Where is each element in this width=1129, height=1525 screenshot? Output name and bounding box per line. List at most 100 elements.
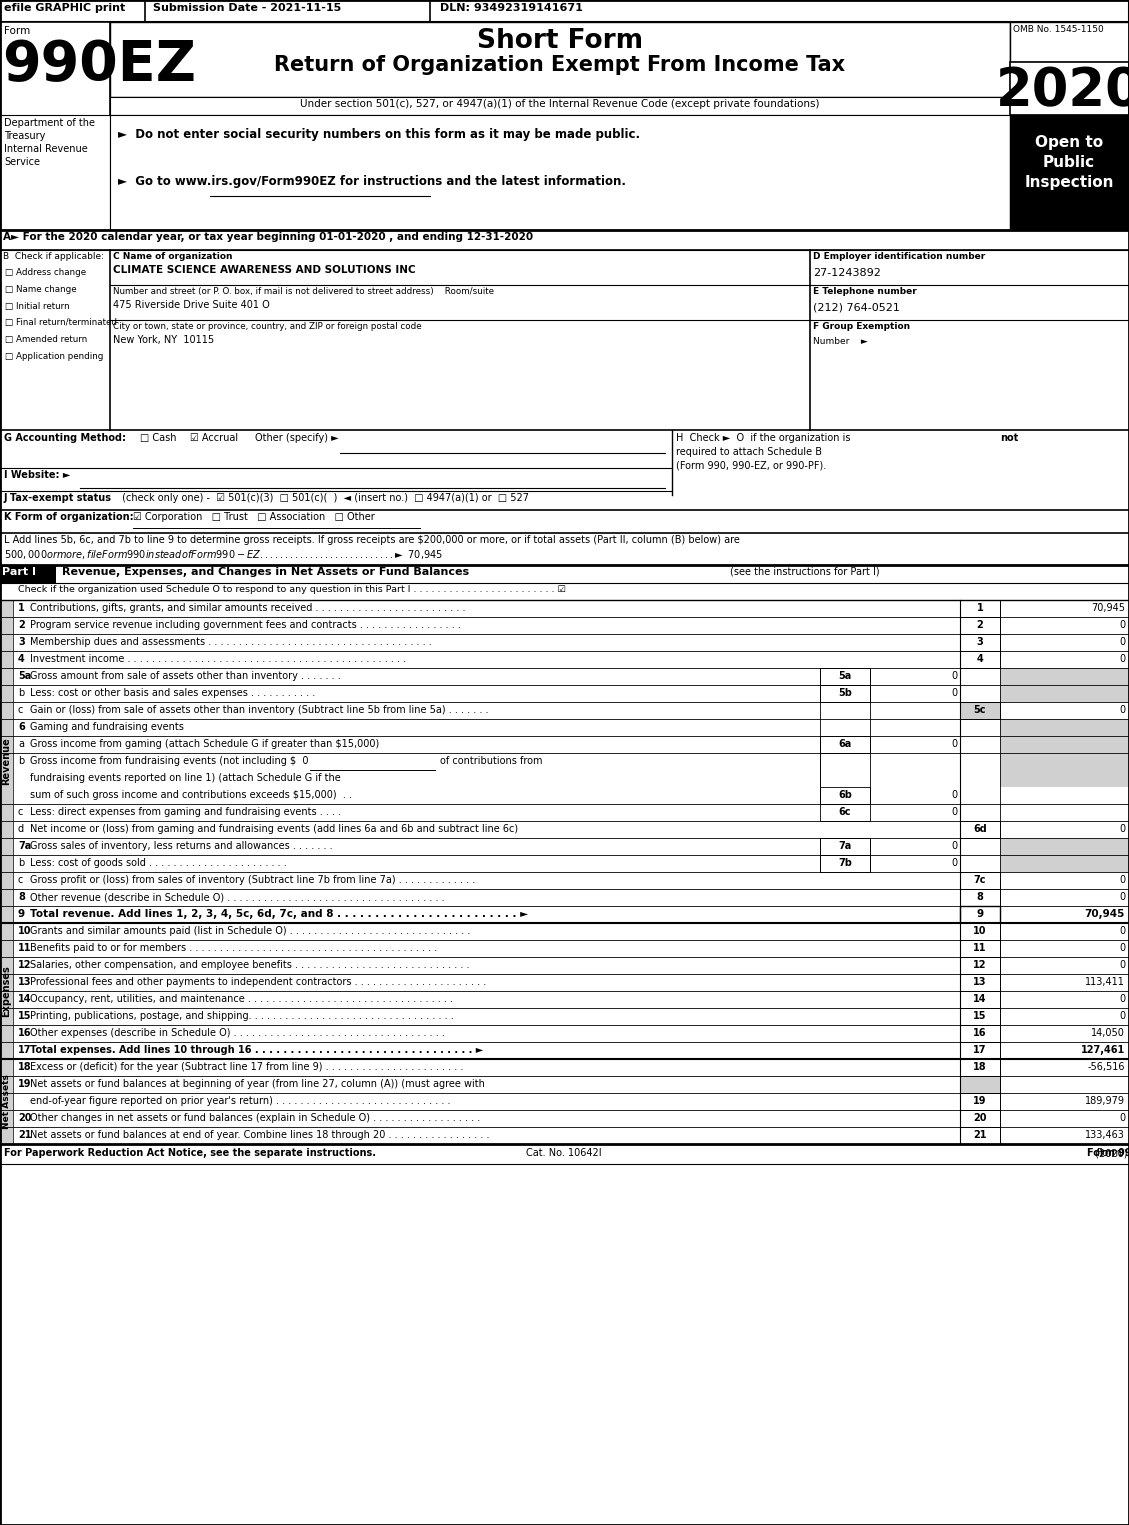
Text: Number and street (or P. O. box, if mail is not delivered to street address)    : Number and street (or P. O. box, if mail…	[113, 287, 495, 296]
Text: 10: 10	[18, 926, 32, 936]
Text: J Tax-exempt status: J Tax-exempt status	[5, 493, 112, 503]
Bar	[960, 958, 1000, 974]
Text: of contributions from: of contributions from	[440, 756, 543, 766]
Text: Gross profit or (loss) from sales of inventory (Subtract line 7b from line 7a) .: Gross profit or (loss) from sales of inv…	[30, 875, 475, 884]
Text: 7a: 7a	[839, 840, 851, 851]
Text: Check if the organization used Schedule O to respond to any question in this Par: Check if the organization used Schedule …	[18, 586, 566, 595]
Text: Internal Revenue: Internal Revenue	[5, 143, 88, 154]
Bar	[0, 599, 14, 923]
Bar	[820, 804, 870, 820]
Text: 6c: 6c	[839, 807, 851, 817]
Text: Form: Form	[5, 26, 30, 37]
Bar	[960, 1110, 1000, 1127]
Text: 2020: 2020	[996, 66, 1129, 117]
Text: (check only one) -  ☑ 501(c)(3)  □ 501(c)(  )  ◄ (insert no.)  □ 4947(a)(1) or  : (check only one) - ☑ 501(c)(3) □ 501(c)(…	[119, 493, 530, 503]
Text: 5a: 5a	[18, 671, 32, 682]
Text: ☑ Corporation   □ Trust   □ Association   □ Other: ☑ Corporation □ Trust □ Association □ Ot…	[133, 512, 375, 522]
Text: 14,050: 14,050	[1091, 1028, 1124, 1039]
Bar	[1000, 668, 1129, 702]
Bar	[960, 820, 1000, 839]
Bar	[960, 1077, 1000, 1093]
Text: 127,461: 127,461	[1080, 1045, 1124, 1055]
Bar	[960, 651, 1000, 668]
Text: Investment income . . . . . . . . . . . . . . . . . . . . . . . . . . . . . . . : Investment income . . . . . . . . . . . …	[30, 654, 406, 663]
Text: 2: 2	[18, 621, 25, 630]
Text: 14: 14	[18, 994, 32, 1003]
Text: CLIMATE SCIENCE AWARENESS AND SOLUTIONS INC: CLIMATE SCIENCE AWARENESS AND SOLUTIONS …	[113, 265, 415, 274]
Text: 8: 8	[977, 892, 983, 901]
Bar	[820, 856, 870, 872]
Text: c: c	[18, 807, 24, 817]
Bar	[960, 872, 1000, 889]
Text: 0: 0	[1119, 961, 1124, 970]
Text: ►  Go to www.irs.gov/Form990EZ for instructions and the latest information.: ► Go to www.irs.gov/Form990EZ for instru…	[119, 175, 625, 188]
Text: 0: 0	[1119, 926, 1124, 936]
Text: Gain or (loss) from sale of assets other than inventory (Subtract line 5b from l: Gain or (loss) from sale of assets other…	[30, 705, 489, 715]
Text: 17: 17	[18, 1045, 32, 1055]
Text: New York, NY  10115: New York, NY 10115	[113, 336, 215, 345]
Text: Other (specify) ►: Other (specify) ►	[255, 433, 339, 442]
Text: 189,979: 189,979	[1085, 1096, 1124, 1106]
Text: 0: 0	[1119, 942, 1124, 953]
Text: 7b: 7b	[838, 859, 852, 868]
Bar	[1000, 737, 1129, 753]
Text: Number    ►: Number ►	[813, 337, 868, 346]
Text: Excess or (deficit) for the year (Subtract line 17 from line 9) . . . . . . . . : Excess or (deficit) for the year (Subtra…	[30, 1061, 463, 1072]
Text: 6b: 6b	[838, 790, 852, 801]
Text: 0: 0	[951, 688, 957, 698]
Text: ☑ Accrual: ☑ Accrual	[190, 433, 238, 442]
Text: Less: cost of goods sold . . . . . . . . . . . . . . . . . . . . . . .: Less: cost of goods sold . . . . . . . .…	[30, 859, 287, 868]
Text: b: b	[18, 756, 24, 766]
Text: 5a: 5a	[839, 671, 851, 682]
Text: Gross sales of inventory, less returns and allowances . . . . . . .: Gross sales of inventory, less returns a…	[30, 840, 333, 851]
Bar	[0, 21, 110, 192]
Text: 12: 12	[973, 961, 987, 970]
Text: ►  Do not enter social security numbers on this form as it may be made public.: ► Do not enter social security numbers o…	[119, 128, 640, 140]
Bar	[960, 702, 1000, 718]
Bar	[960, 634, 1000, 651]
Text: 0: 0	[1119, 637, 1124, 647]
Text: 0: 0	[1119, 1011, 1124, 1022]
Text: 70,945: 70,945	[1091, 602, 1124, 613]
Text: 9: 9	[18, 909, 25, 920]
Text: 11: 11	[18, 942, 32, 953]
Text: 5b: 5b	[838, 688, 852, 698]
Text: 3: 3	[18, 637, 25, 647]
Bar	[1010, 114, 1129, 230]
Text: efile GRAPHIC print: efile GRAPHIC print	[5, 3, 125, 14]
Text: 19: 19	[973, 1096, 987, 1106]
Text: Public: Public	[1043, 156, 1095, 169]
Text: Professional fees and other payments to independent contractors . . . . . . . . : Professional fees and other payments to …	[30, 978, 487, 987]
Text: 1: 1	[18, 602, 25, 613]
Text: B  Check if applicable:: B Check if applicable:	[3, 252, 104, 261]
Text: Contributions, gifts, grants, and similar amounts received . . . . . . . . . . .: Contributions, gifts, grants, and simila…	[30, 602, 465, 613]
Text: I Website: ►: I Website: ►	[5, 470, 70, 480]
Text: For Paperwork Reduction Act Notice, see the separate instructions.: For Paperwork Reduction Act Notice, see …	[5, 1148, 376, 1157]
Bar	[960, 1127, 1000, 1144]
Text: □ Cash: □ Cash	[140, 433, 176, 442]
Text: Net Assets: Net Assets	[2, 1074, 11, 1128]
Text: Occupancy, rent, utilities, and maintenance . . . . . . . . . . . . . . . . . . : Occupancy, rent, utilities, and maintena…	[30, 994, 453, 1003]
Bar	[960, 939, 1000, 958]
Text: Grants and similar amounts paid (list in Schedule O) . . . . . . . . . . . . . .: Grants and similar amounts paid (list in…	[30, 926, 471, 936]
Bar	[110, 114, 1010, 230]
Text: 7a: 7a	[18, 840, 32, 851]
Text: 0: 0	[1119, 621, 1124, 630]
Text: 0: 0	[951, 840, 957, 851]
Bar	[960, 618, 1000, 634]
Text: Gross income from gaming (attach Schedule G if greater than $15,000): Gross income from gaming (attach Schedul…	[30, 740, 379, 749]
Bar	[820, 668, 870, 685]
Text: □ Application pending: □ Application pending	[5, 352, 104, 361]
Text: a: a	[18, 740, 24, 749]
Text: 1: 1	[977, 602, 983, 613]
Text: 20: 20	[973, 1113, 987, 1122]
Text: 475 Riverside Drive Suite 401 O: 475 Riverside Drive Suite 401 O	[113, 300, 270, 310]
Bar	[0, 564, 56, 583]
Text: Printing, publications, postage, and shipping. . . . . . . . . . . . . . . . . .: Printing, publications, postage, and shi…	[30, 1011, 454, 1022]
Text: Under section 501(c), 527, or 4947(a)(1) of the Internal Revenue Code (except pr: Under section 501(c), 527, or 4947(a)(1)…	[300, 99, 820, 108]
Text: Open to: Open to	[1035, 136, 1103, 149]
Text: 113,411: 113,411	[1085, 978, 1124, 987]
Text: F Group Exemption: F Group Exemption	[813, 322, 910, 331]
Text: 0: 0	[951, 671, 957, 682]
Text: 18: 18	[18, 1061, 32, 1072]
